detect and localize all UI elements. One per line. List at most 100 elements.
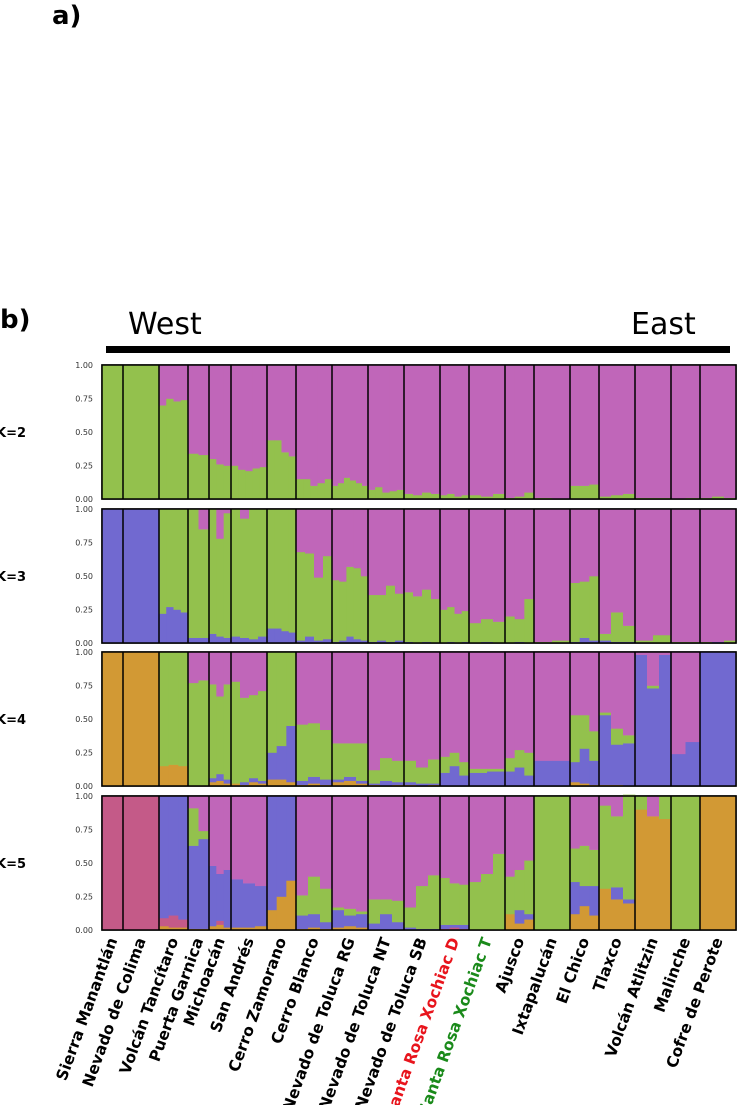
- ancestry-bar-segment: [310, 485, 318, 500]
- ancestry-bar-segment: [505, 771, 516, 787]
- ancestry-bar-segment: [159, 405, 167, 500]
- ancestry-bar-segment: [700, 796, 737, 931]
- ancestry-bar-segment: [305, 509, 315, 554]
- ancestry-bar-segment: [440, 877, 451, 925]
- ancestry-bar-segment: [599, 496, 612, 500]
- ancestry-bar-segment: [178, 652, 189, 767]
- ancestry-bar-segment: [611, 612, 624, 642]
- panel-border: [101, 651, 737, 787]
- ancestry-bar-segment: [245, 365, 253, 472]
- ancestry-bar-segment: [459, 924, 470, 929]
- ancestry-bar-segment: [570, 582, 581, 642]
- ancestry-bar-segment: [296, 365, 304, 480]
- ancestry-bar-segment: [570, 365, 581, 486]
- ancestry-bar-segment: [216, 873, 225, 921]
- ancestry-bar-segment: [524, 919, 535, 931]
- ancestry-bar-segment: [231, 879, 244, 928]
- y-tick-label: 0.75: [75, 682, 93, 691]
- ancestry-bar-segment: [159, 765, 170, 787]
- ancestry-bar-segment: [296, 652, 309, 725]
- ancestry-bar-segment: [231, 783, 241, 787]
- ancestry-bar-segment: [712, 496, 725, 500]
- ancestry-bar-segment: [440, 796, 451, 879]
- ancestry-bar-segment: [168, 915, 179, 928]
- ancestry-bar-segment: [514, 652, 525, 751]
- ancestry-bar-segment: [611, 652, 624, 729]
- ancestry-bar-segment: [362, 485, 369, 500]
- ancestry-bar-segment: [216, 920, 225, 925]
- ancestry-bar-segment: [514, 923, 525, 931]
- ancestry-bar-segment: [416, 767, 429, 784]
- ancestry-bar-segment: [671, 509, 686, 642]
- ancestry-bar-segment: [447, 606, 455, 642]
- ancestry-bar-segment: [599, 640, 612, 644]
- ancestry-bar-segment: [599, 712, 612, 716]
- ancestry-bar-segment: [396, 489, 405, 500]
- ancestry-bar-segment: [570, 881, 581, 915]
- ancestry-bar-segment: [281, 452, 290, 500]
- y-tick-label: 0.25: [75, 606, 93, 615]
- ancestry-bar-segment: [422, 365, 432, 493]
- ancestry-bar-segment: [599, 365, 612, 497]
- ancestry-bar-segment: [231, 365, 239, 466]
- ancestry-bar-segment: [216, 509, 225, 539]
- ancestry-bar-segment: [198, 838, 210, 929]
- ancestry-bar-segment: [377, 594, 387, 641]
- ancestry-bar-segment: [198, 529, 210, 638]
- ancestry-bar-segment: [209, 365, 217, 460]
- ancestry-bar-segment: [611, 365, 624, 496]
- ancestry-bar-segment: [216, 773, 225, 781]
- ancestry-bar-segment: [267, 652, 278, 753]
- ancestry-bar-segment: [380, 899, 393, 915]
- ancestry-bar-segment: [413, 509, 423, 597]
- ancestry-bar-segment: [249, 694, 259, 779]
- ancestry-bar-segment: [332, 652, 345, 744]
- ancestry-bar-segment: [288, 509, 297, 633]
- ancestry-bar-segment: [469, 768, 488, 773]
- ancestry-bar-segment: [469, 881, 482, 931]
- ancestry-bar-segment: [180, 509, 189, 613]
- ancestry-bar-segment: [647, 688, 660, 787]
- ancestry-bar-segment: [332, 485, 339, 500]
- ancestry-bar-segment: [168, 652, 179, 765]
- ancestry-bar-segment: [599, 633, 612, 641]
- ancestry-bar-segment: [413, 596, 423, 644]
- ancestry-bar-segment: [296, 915, 309, 929]
- ancestry-bar-segment: [216, 538, 225, 637]
- ancestry-bar-segment: [635, 652, 648, 655]
- ancestry-bar-segment: [635, 365, 654, 498]
- ancestry-bar-segment: [223, 869, 232, 928]
- ancestry-bar-segment: [168, 796, 179, 916]
- ancestry-bar-segment: [534, 365, 553, 498]
- k-label: K=2: [0, 426, 26, 441]
- ancestry-bar-segment: [267, 779, 278, 787]
- ancestry-bar-segment: [178, 796, 189, 920]
- ancestry-bar-segment: [623, 493, 636, 500]
- ancestry-bar-segment: [570, 848, 581, 883]
- ancestry-bar-segment: [267, 365, 275, 441]
- ancestry-bar-segment: [428, 652, 441, 760]
- ancestry-bar-segment: [188, 509, 199, 638]
- ancestry-bar-segment: [404, 652, 417, 761]
- ancestry-bar-segment: [362, 365, 369, 486]
- ancestry-bar-segment: [579, 714, 590, 749]
- panel-border: [101, 508, 737, 644]
- ancestry-bar-segment: [671, 753, 686, 787]
- y-tick-label: 0.25: [75, 893, 93, 902]
- ancestry-bar-segment: [123, 796, 160, 931]
- ancestry-bar-segment: [659, 652, 672, 655]
- ancestry-bar-segment: [389, 365, 398, 492]
- ancestry-bar-segment: [635, 509, 654, 641]
- ancestry-bar-segment: [431, 365, 441, 494]
- ancestry-bar-segment: [524, 509, 535, 600]
- ancestry-bar-segment: [368, 923, 381, 931]
- ancestry-bar-segment: [209, 652, 217, 685]
- panel-b-label: b): [0, 305, 31, 335]
- ancestry-bar-segment: [599, 805, 612, 889]
- ancestry-bar-segment: [599, 796, 612, 806]
- ancestry-bar-segment: [339, 509, 347, 582]
- ancestry-bar-segment: [589, 849, 600, 887]
- ancestry-bar-segment: [623, 509, 636, 626]
- ancestry-bar-segment: [685, 741, 701, 787]
- ancestry-bar-segment: [216, 464, 225, 500]
